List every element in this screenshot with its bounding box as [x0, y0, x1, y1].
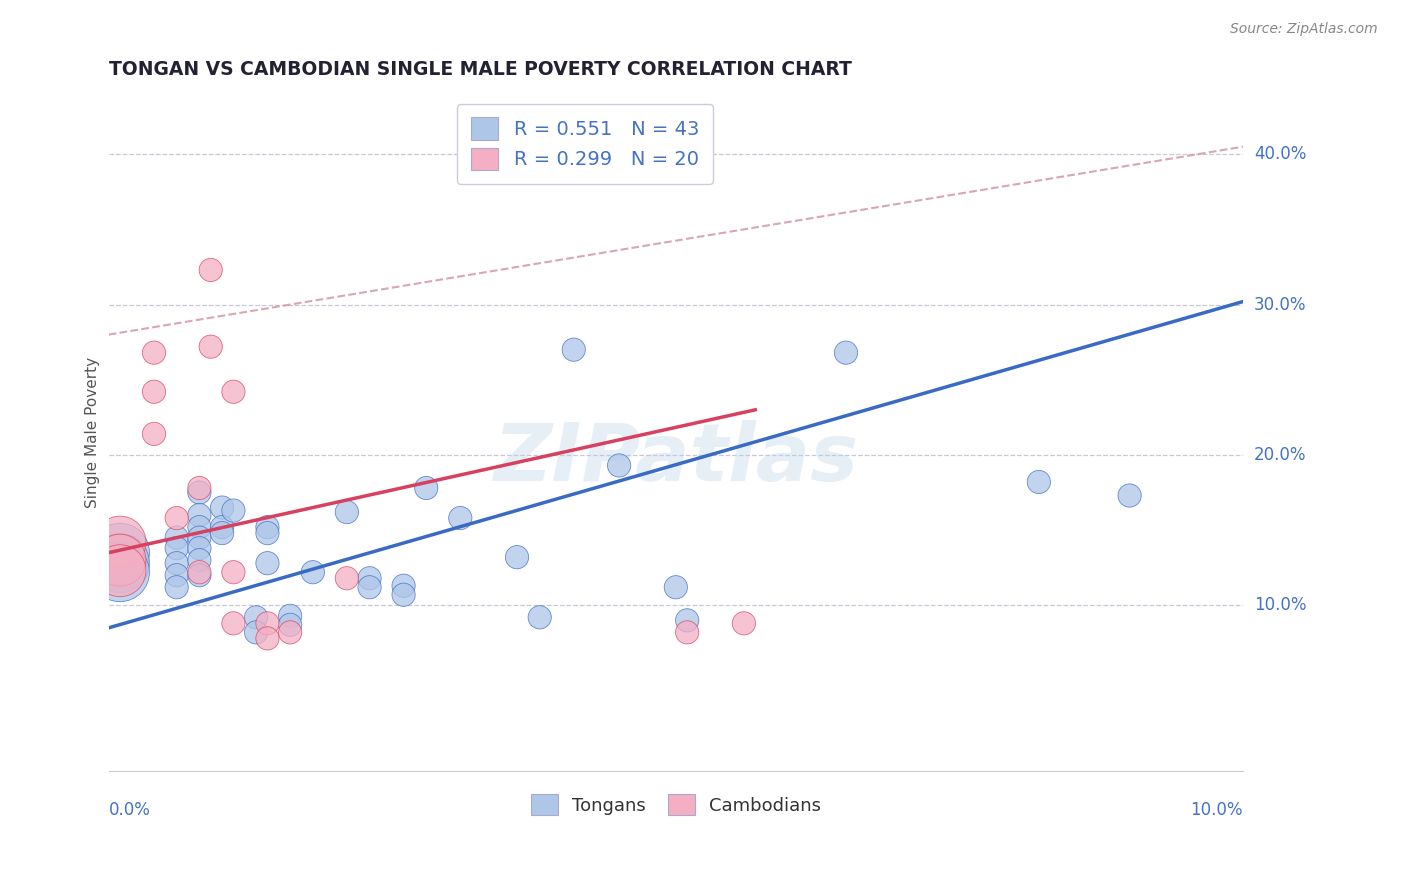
Point: [449, 511, 471, 525]
Point: [301, 565, 323, 579]
Point: [392, 579, 415, 593]
Point: [359, 571, 381, 585]
Point: [108, 565, 131, 579]
Point: [1118, 489, 1140, 503]
Point: [562, 343, 585, 357]
Point: [108, 553, 131, 567]
Point: [278, 625, 301, 640]
Text: 10.0%: 10.0%: [1191, 801, 1243, 819]
Point: [188, 508, 211, 522]
Point: [188, 553, 211, 567]
Point: [256, 616, 278, 631]
Point: [108, 546, 131, 560]
Text: ZIPatlas: ZIPatlas: [494, 420, 858, 499]
Point: [166, 531, 188, 545]
Point: [211, 520, 233, 534]
Point: [392, 588, 415, 602]
Text: 0.0%: 0.0%: [108, 801, 150, 819]
Point: [607, 458, 630, 473]
Point: [222, 565, 245, 579]
Point: [336, 505, 359, 519]
Point: [278, 608, 301, 623]
Point: [245, 625, 267, 640]
Text: Source: ZipAtlas.com: Source: ZipAtlas.com: [1230, 22, 1378, 37]
Point: [665, 580, 688, 594]
Point: [278, 617, 301, 632]
Point: [336, 571, 359, 585]
Point: [188, 485, 211, 500]
Text: 40.0%: 40.0%: [1254, 145, 1306, 163]
Point: [676, 613, 699, 627]
Text: 30.0%: 30.0%: [1254, 295, 1306, 314]
Y-axis label: Single Male Poverty: Single Male Poverty: [86, 357, 100, 508]
Point: [166, 568, 188, 582]
Point: [108, 556, 131, 570]
Point: [835, 345, 858, 359]
Legend: Tongans, Cambodians: Tongans, Cambodians: [523, 788, 828, 822]
Point: [188, 481, 211, 495]
Point: [200, 340, 222, 354]
Text: 10.0%: 10.0%: [1254, 596, 1306, 615]
Point: [211, 526, 233, 541]
Point: [108, 535, 131, 549]
Point: [166, 556, 188, 570]
Point: [256, 526, 278, 541]
Point: [108, 564, 131, 578]
Point: [222, 616, 245, 631]
Point: [188, 520, 211, 534]
Point: [222, 503, 245, 517]
Point: [143, 345, 166, 359]
Point: [166, 580, 188, 594]
Text: TONGAN VS CAMBODIAN SINGLE MALE POVERTY CORRELATION CHART: TONGAN VS CAMBODIAN SINGLE MALE POVERTY …: [108, 60, 852, 78]
Point: [211, 500, 233, 515]
Point: [1028, 475, 1050, 489]
Point: [529, 610, 551, 624]
Point: [188, 531, 211, 545]
Point: [256, 556, 278, 570]
Point: [256, 520, 278, 534]
Point: [733, 616, 755, 631]
Point: [166, 511, 188, 525]
Point: [359, 580, 381, 594]
Point: [415, 481, 437, 495]
Point: [200, 263, 222, 277]
Point: [143, 384, 166, 399]
Text: 20.0%: 20.0%: [1254, 446, 1306, 464]
Point: [166, 541, 188, 556]
Point: [256, 632, 278, 646]
Point: [506, 550, 529, 565]
Point: [222, 384, 245, 399]
Point: [188, 568, 211, 582]
Point: [188, 541, 211, 556]
Point: [245, 610, 267, 624]
Point: [143, 426, 166, 441]
Point: [188, 565, 211, 579]
Point: [676, 625, 699, 640]
